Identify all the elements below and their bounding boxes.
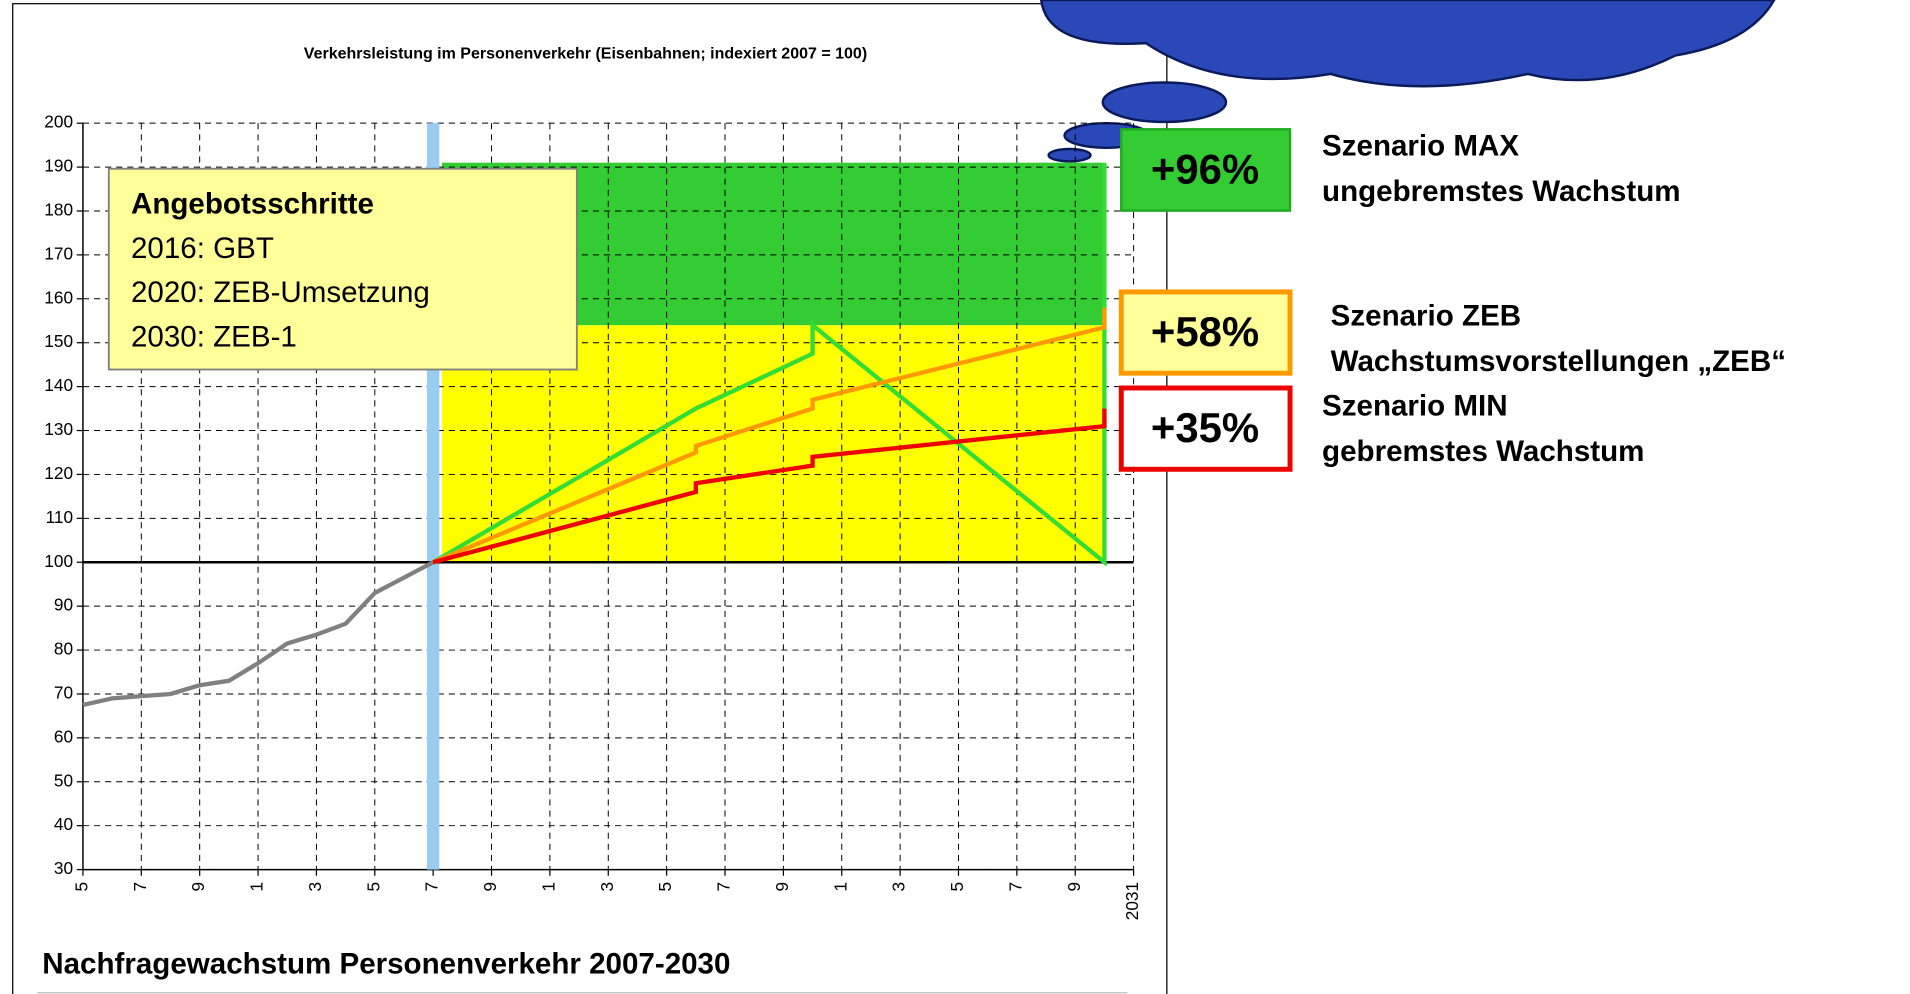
- x-tick-label: 2031: [1122, 882, 1142, 920]
- cloud-main: [1039, 0, 1776, 88]
- x-tick-label: 7: [1005, 882, 1025, 892]
- info-line: 2020: ZEB-Umsetzung: [131, 276, 430, 309]
- y-tick-label: 190: [44, 156, 73, 176]
- scenario-badge: [1118, 289, 1293, 376]
- footer-title: Nachfragewachstum Personenverkehr 2007-2…: [42, 947, 730, 980]
- scenario-badge: [1120, 128, 1292, 212]
- scenario-name: Szenario MAX: [1322, 130, 1519, 163]
- y-tick-label: 50: [54, 770, 73, 790]
- x-tick-label: 3: [889, 882, 909, 892]
- scenario-name: Szenario MIN: [1322, 390, 1508, 423]
- y-tick-label: 150: [44, 331, 73, 351]
- scenario-description: ungebremstes Wachstum: [1322, 175, 1680, 208]
- cloud-puff: [1047, 147, 1092, 163]
- x-tick-label: 7: [130, 882, 150, 892]
- x-tick-label: 5: [947, 882, 967, 892]
- x-tick-label: 3: [305, 882, 325, 892]
- y-tick-label: 80: [54, 639, 73, 659]
- x-tick-label: 1: [247, 882, 267, 892]
- x-tick-label: 7: [714, 882, 734, 892]
- x-tick-label: 7: [422, 882, 442, 892]
- x-tick-label: 9: [480, 882, 500, 892]
- info-line: 2030: ZEB-1: [131, 321, 297, 354]
- info-title: Angebotsschritte: [131, 188, 374, 221]
- y-tick-label: 30: [54, 858, 73, 878]
- y-tick-label: 180: [44, 200, 73, 220]
- scenario-description: Wachstumsvorstellungen „ZEB“: [1331, 345, 1786, 378]
- cloud-puff: [1101, 81, 1228, 124]
- y-tick-label: 140: [44, 375, 73, 395]
- data-line: [432, 162, 1107, 567]
- badge-label: +96%: [1151, 146, 1259, 193]
- x-tick-label: 9: [1064, 882, 1084, 892]
- y-tick-label: 60: [54, 726, 73, 746]
- data-line: [82, 560, 435, 708]
- info-line: 2016: GBT: [131, 232, 274, 265]
- x-tick-label: 5: [655, 882, 675, 892]
- info-box: [107, 167, 578, 371]
- y-tick-label: 200: [44, 112, 73, 132]
- y-tick-label: 120: [44, 463, 73, 483]
- data-line: [432, 408, 1107, 565]
- y-tick-label: 160: [44, 287, 73, 307]
- y-tick-label: 70: [54, 683, 73, 703]
- y-tick-label: 170: [44, 243, 73, 263]
- x-tick-label: 1: [538, 882, 558, 892]
- scenario-name: Szenario ZEB: [1331, 300, 1521, 333]
- scenario-badge: [1118, 385, 1293, 472]
- badge-label: +35%: [1151, 404, 1259, 451]
- x-tick-label: 1: [830, 882, 850, 892]
- x-tick-label: 9: [188, 882, 208, 892]
- y-tick-label: 130: [44, 419, 73, 439]
- x-tick-label: 5: [363, 882, 383, 892]
- x-tick-label: 5: [71, 882, 91, 892]
- y-tick-label: 90: [54, 595, 73, 615]
- badge-label: +58%: [1151, 308, 1259, 355]
- chart-title: Verkehrsleistung im Personenverkehr (Eis…: [304, 45, 867, 62]
- data-line: [432, 307, 1107, 565]
- x-tick-label: 3: [597, 882, 617, 892]
- y-tick-label: 110: [46, 507, 73, 527]
- x-tick-label: 9: [772, 882, 792, 892]
- y-tick-label: 40: [54, 814, 73, 834]
- scenario-description: gebremstes Wachstum: [1322, 435, 1644, 468]
- y-tick-label: 100: [44, 551, 73, 571]
